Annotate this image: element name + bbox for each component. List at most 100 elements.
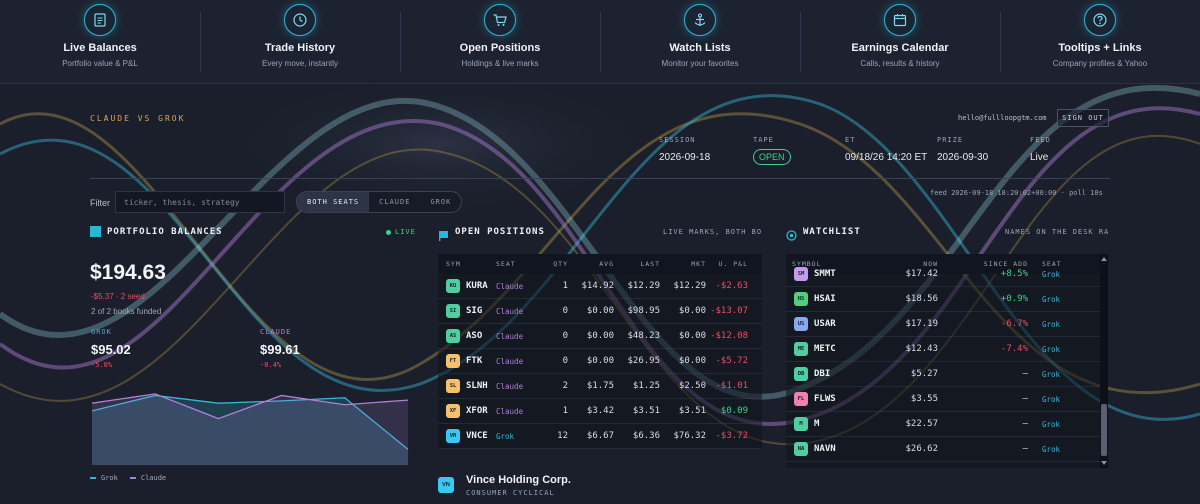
symbol-cell: NA NAVN — [786, 442, 876, 456]
ticker-symbol[interactable]: VNCE — [466, 431, 488, 441]
portfolio-chart — [91, 393, 409, 465]
table-row[interactable]: AS ASO Claude 0 $0.00 $48.23 $0.00 -$12.… — [438, 324, 762, 349]
col-last[interactable]: LAST — [640, 260, 660, 268]
prize-meta: PRIZE 2026-09-30 — [937, 136, 988, 163]
table-row[interactable]: SI SIG Claude 0 $0.00 $98.95 $0.00 -$13.… — [438, 299, 762, 324]
symbol-cell: SM SMMT — [786, 267, 876, 281]
col-sym[interactable]: SYM — [446, 260, 461, 268]
ticker-badge: HS — [794, 292, 808, 306]
seat-cell: Grok — [1042, 294, 1061, 304]
ticker-badge: VN — [446, 429, 460, 443]
seat-cell: Grok — [1042, 344, 1061, 354]
col-now[interactable]: NOW — [923, 260, 938, 268]
sym-cell: VN VNCE — [438, 429, 496, 443]
positions-table: SYM SEAT QTY AVG LAST MKT U. P&L KU KURA… — [438, 254, 762, 449]
col-mkt[interactable]: MKT — [691, 260, 706, 268]
company-name[interactable]: Vince Holding Corp. — [466, 474, 571, 486]
since-add-cell: -6.7% — [1000, 319, 1028, 329]
nav-subtitle: Monitor your favorites — [661, 59, 739, 68]
nav-open-positions[interactable]: Open Positions Holdings & live marks — [400, 0, 600, 84]
ticker-symbol[interactable]: SMMT — [814, 269, 836, 279]
scroll-thumb[interactable] — [1101, 404, 1107, 456]
nav-subtitle: Portfolio value & P&L — [62, 59, 138, 68]
scroll-down-icon[interactable] — [1101, 461, 1107, 465]
col-seat[interactable]: SEAT — [1042, 260, 1062, 268]
table-row[interactable]: FL FLWS $3.55 — Grok — [786, 387, 1100, 412]
table-row[interactable]: KU KURA Claude 1 $14.92 $12.29 $12.29 -$… — [438, 274, 762, 299]
ticker-badge: SM — [794, 267, 808, 281]
table-row[interactable]: SM SMMT $17.42 +8.5% Grok — [786, 262, 1100, 287]
last-cell: $6.36 — [632, 431, 660, 441]
ticker-symbol[interactable]: USAR — [814, 319, 836, 329]
table-row[interactable]: M M $22.57 — Grok — [786, 412, 1100, 437]
pnl-cell: -$12.08 — [710, 331, 748, 341]
table-row[interactable]: US USAR $17.19 -6.7% Grok — [786, 312, 1100, 337]
last-cell: $12.29 — [627, 281, 660, 291]
col-symbol[interactable]: SYMBOL — [792, 260, 822, 268]
prize-label: PRIZE — [937, 136, 964, 144]
portfolio-title: PORTFOLIO BALANCES — [107, 226, 223, 237]
table-row[interactable]: NA NAVN $26.62 — Grok — [786, 437, 1100, 462]
table-row[interactable]: DB DBI $5.27 — Grok — [786, 362, 1100, 387]
table-row[interactable]: FT FTK Claude 0 $0.00 $26.95 $0.00 -$5.7… — [438, 349, 762, 374]
filter-input[interactable] — [115, 191, 285, 213]
watchlist-scrollbar[interactable] — [1100, 254, 1108, 468]
ticker-symbol[interactable]: M — [814, 419, 820, 429]
nav-watch-lists[interactable]: Watch Lists Monitor your favorites — [600, 0, 800, 84]
positions-title: OPEN POSITIONS — [455, 226, 545, 237]
ticker-symbol[interactable]: FLWS — [814, 394, 836, 404]
table-row[interactable]: VN VNCE Grok 12 $6.67 $6.36 $76.32 -$3.7… — [438, 424, 762, 449]
prize-value: 2026-09-30 — [937, 152, 989, 163]
col-upnl[interactable]: U. P&L — [718, 260, 748, 268]
watchlist-note: NAMES ON THE DESK RADAR — [1005, 228, 1108, 236]
symbol-cell: DB DBI — [786, 367, 876, 381]
user-email: hello@fullloopgtm.com — [958, 114, 1047, 122]
col-seat[interactable]: SEAT — [496, 260, 516, 268]
col-since-add[interactable]: SINCE ADD — [983, 260, 1028, 268]
ticker-symbol[interactable]: XFOR — [466, 406, 488, 416]
now-cell: $18.56 — [905, 294, 938, 304]
last-cell: $98.95 — [627, 306, 660, 316]
col-qty[interactable]: QTY — [553, 260, 568, 268]
watchlist-table-head: SYMBOL NOW SINCE ADD SEAT — [786, 254, 1100, 274]
table-row[interactable]: ME METC $12.43 -7.4% Grok — [786, 337, 1100, 362]
seat-cell: Grok — [496, 431, 515, 441]
legend-grok: Grok — [90, 474, 118, 482]
table-row[interactable]: HS HSAI $18.56 +0.9% Grok — [786, 287, 1100, 312]
ticker-symbol[interactable]: SLNH — [466, 381, 488, 391]
pnl-cell: -$13.07 — [710, 306, 748, 316]
claude-label: CLAUDE — [260, 328, 292, 336]
positions-table-body: KU KURA Claude 1 $14.92 $12.29 $12.29 -$… — [438, 274, 762, 449]
sign-out-button[interactable]: SIGN OUT — [1057, 109, 1109, 127]
ticker-symbol[interactable]: KURA — [466, 281, 488, 291]
seg-grok[interactable]: GROK — [430, 198, 452, 206]
mkt-cell: $76.32 — [673, 431, 706, 441]
watchlist-table: SYMBOL NOW SINCE ADD SEAT SM SMMT $17.42… — [786, 254, 1100, 468]
nav-live-balances[interactable]: Live Balances Portfolio value & P&L — [0, 0, 200, 84]
col-avg[interactable]: AVG — [599, 260, 614, 268]
nav-title: Tooltips + Links — [1058, 42, 1142, 54]
since-add-cell: — — [1022, 369, 1028, 379]
scroll-up-icon[interactable] — [1101, 257, 1107, 261]
positions-note: LIVE MARKS, BOTH BOOKS — [663, 228, 762, 236]
mkt-cell: $0.00 — [678, 331, 706, 341]
nav-trade-history[interactable]: Trade History Every move, instantly — [200, 0, 400, 84]
ticker-symbol[interactable]: FTK — [466, 356, 483, 366]
ticker-symbol[interactable]: NAVN — [814, 444, 836, 454]
seg-claude[interactable]: CLAUDE — [379, 198, 411, 206]
seg-both-seats[interactable]: BOTH SEATS — [297, 192, 370, 212]
ticker-symbol[interactable]: HSAI — [814, 294, 836, 304]
nav-earnings-calendar[interactable]: Earnings Calendar Calls, results & histo… — [800, 0, 1000, 84]
nav-tooltips-links[interactable]: Tooltips + Links Company profiles & Yaho… — [1000, 0, 1200, 84]
table-row[interactable]: SL SLNH Claude 2 $1.75 $1.25 $2.50 -$1.0… — [438, 374, 762, 399]
ticker-symbol[interactable]: METC — [814, 344, 836, 354]
positions-header: OPEN POSITIONS — [438, 226, 545, 241]
ticker-symbol[interactable]: SIG — [466, 306, 483, 316]
legend-grok-label: Grok — [101, 474, 118, 482]
seat-cell: Claude — [496, 356, 524, 366]
ticker-symbol[interactable]: DBI — [814, 369, 831, 379]
ticker-symbol[interactable]: ASO — [466, 331, 483, 341]
table-row[interactable]: XF XFOR Claude 1 $3.42 $3.51 $3.51 $0.09 — [438, 399, 762, 424]
seat-cell: Claude — [496, 331, 524, 341]
ticker-badge: M — [794, 417, 808, 431]
